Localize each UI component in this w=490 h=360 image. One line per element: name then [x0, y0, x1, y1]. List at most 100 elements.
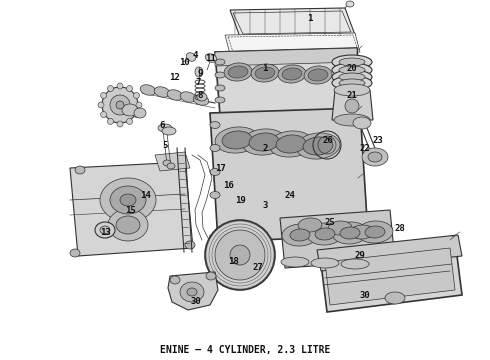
Ellipse shape: [154, 87, 170, 97]
Ellipse shape: [110, 95, 130, 115]
Text: 19: 19: [235, 195, 245, 204]
Text: 2: 2: [262, 144, 268, 153]
Ellipse shape: [175, 160, 185, 168]
Ellipse shape: [290, 229, 310, 241]
Ellipse shape: [365, 226, 385, 238]
Text: 25: 25: [325, 217, 335, 226]
Text: 7: 7: [196, 77, 201, 86]
Ellipse shape: [100, 93, 106, 99]
Ellipse shape: [362, 148, 388, 166]
Text: 1: 1: [262, 63, 268, 72]
Ellipse shape: [210, 192, 220, 198]
Text: 24: 24: [285, 190, 295, 199]
Ellipse shape: [126, 86, 132, 91]
Ellipse shape: [140, 85, 156, 95]
Ellipse shape: [186, 53, 196, 61]
Ellipse shape: [120, 194, 136, 206]
Ellipse shape: [269, 131, 313, 157]
Ellipse shape: [133, 112, 140, 117]
Text: 21: 21: [346, 90, 357, 99]
Ellipse shape: [353, 117, 371, 129]
Ellipse shape: [107, 118, 114, 125]
Ellipse shape: [339, 73, 365, 81]
Text: 27: 27: [253, 264, 264, 273]
Ellipse shape: [163, 160, 171, 166]
Text: 22: 22: [360, 144, 370, 153]
Ellipse shape: [304, 66, 332, 84]
Ellipse shape: [242, 129, 286, 155]
Polygon shape: [225, 33, 360, 54]
Ellipse shape: [315, 228, 335, 240]
Ellipse shape: [215, 127, 259, 153]
Text: 30: 30: [191, 297, 201, 306]
Ellipse shape: [126, 118, 132, 125]
Ellipse shape: [180, 92, 196, 102]
Text: 4: 4: [192, 50, 197, 59]
Ellipse shape: [334, 114, 370, 126]
Ellipse shape: [70, 249, 80, 257]
Ellipse shape: [162, 127, 176, 135]
Ellipse shape: [251, 64, 279, 82]
Ellipse shape: [210, 144, 220, 152]
Ellipse shape: [134, 108, 146, 118]
Polygon shape: [230, 8, 355, 37]
Polygon shape: [320, 240, 462, 312]
Polygon shape: [280, 210, 395, 268]
Text: 13: 13: [99, 228, 110, 237]
Text: 18: 18: [228, 257, 238, 266]
Ellipse shape: [332, 222, 368, 244]
Ellipse shape: [368, 152, 382, 162]
Ellipse shape: [102, 87, 138, 123]
Ellipse shape: [281, 257, 309, 267]
Text: 9: 9: [197, 68, 203, 77]
Ellipse shape: [117, 83, 123, 89]
Polygon shape: [210, 108, 368, 242]
Text: 1: 1: [307, 14, 313, 23]
Polygon shape: [215, 48, 362, 115]
Text: 17: 17: [215, 163, 225, 172]
Ellipse shape: [340, 227, 360, 239]
Polygon shape: [155, 152, 190, 171]
Ellipse shape: [167, 90, 183, 100]
Ellipse shape: [210, 168, 220, 176]
Ellipse shape: [100, 112, 106, 117]
Ellipse shape: [282, 224, 318, 246]
Ellipse shape: [110, 186, 146, 214]
Text: 11: 11: [205, 54, 216, 63]
Ellipse shape: [282, 68, 302, 80]
Ellipse shape: [345, 99, 359, 113]
Text: 5: 5: [162, 140, 168, 149]
Ellipse shape: [95, 222, 115, 238]
Ellipse shape: [350, 225, 374, 239]
Text: 15: 15: [124, 206, 135, 215]
Text: 8: 8: [197, 90, 203, 99]
Ellipse shape: [351, 71, 359, 77]
Ellipse shape: [332, 76, 372, 90]
Polygon shape: [210, 235, 218, 270]
Ellipse shape: [332, 70, 372, 84]
Ellipse shape: [308, 69, 328, 81]
Text: 28: 28: [394, 224, 405, 233]
Text: 30: 30: [360, 291, 370, 300]
Text: 6: 6: [159, 121, 165, 130]
Ellipse shape: [346, 1, 354, 7]
Text: 29: 29: [355, 251, 366, 260]
Ellipse shape: [385, 292, 405, 304]
Ellipse shape: [98, 102, 104, 108]
Text: 10: 10: [179, 58, 189, 67]
Ellipse shape: [180, 282, 204, 302]
Ellipse shape: [215, 230, 265, 280]
Ellipse shape: [351, 57, 359, 63]
Ellipse shape: [185, 241, 195, 249]
Text: 14: 14: [140, 190, 150, 199]
Ellipse shape: [332, 55, 372, 69]
Ellipse shape: [224, 63, 252, 81]
Ellipse shape: [167, 163, 175, 169]
Ellipse shape: [122, 104, 138, 116]
Polygon shape: [332, 90, 373, 120]
Text: 16: 16: [222, 180, 233, 189]
Ellipse shape: [215, 97, 225, 103]
Text: 3: 3: [262, 201, 268, 210]
Ellipse shape: [100, 178, 156, 222]
Text: 12: 12: [169, 72, 179, 81]
